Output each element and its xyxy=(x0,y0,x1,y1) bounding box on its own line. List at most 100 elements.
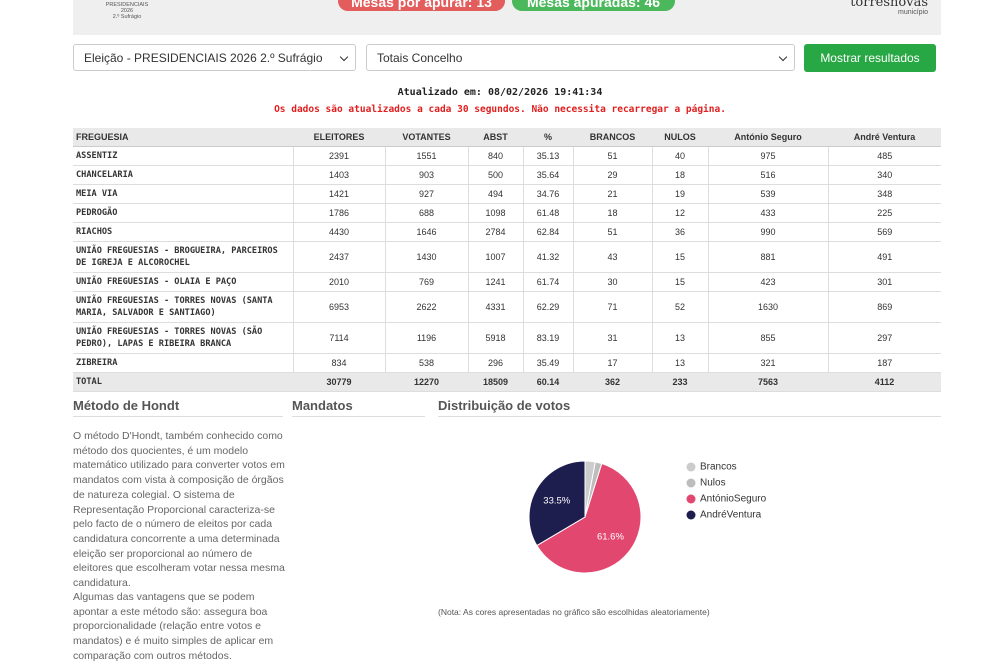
total-cell: 60.14 xyxy=(523,372,573,392)
table-row: CHANCELARIA 1403 903 500 35.64 29 18 516 340 xyxy=(73,165,941,185)
cell: 51 xyxy=(572,222,652,242)
pending-pill: Mesas por apurar: 13 xyxy=(338,0,505,11)
cell: 18 xyxy=(572,203,652,223)
mandates-title: Mandatos xyxy=(292,398,425,417)
refresh-notice: Os dados são atualizados a cada 30 segun… xyxy=(274,104,726,115)
cell: 516 xyxy=(707,165,828,185)
slice-label: 33.5% xyxy=(543,495,570,506)
column-header: FREGUESIA xyxy=(73,128,293,147)
cell: 7114 xyxy=(292,322,385,354)
parish-name: PEDROGÃO xyxy=(73,203,293,223)
cell: 5918 xyxy=(467,322,523,354)
cell: 17 xyxy=(572,353,652,373)
cell: 13 xyxy=(651,353,708,373)
parish-name: CHANCELARIA xyxy=(73,165,293,185)
cell: 2784 xyxy=(467,222,523,242)
cell: 29 xyxy=(572,165,652,185)
cell: 1551 xyxy=(384,146,468,166)
header-bar xyxy=(73,0,941,35)
cell: 40 xyxy=(651,146,708,166)
cell: 61.48 xyxy=(522,203,573,223)
cell: 43 xyxy=(572,241,652,273)
total-label: TOTAL xyxy=(73,372,293,392)
cell: 18 xyxy=(651,165,708,185)
total-cell: 4112 xyxy=(828,372,941,392)
cell: 1646 xyxy=(384,222,468,242)
chart-note: (Nota: As cores apresentadas no gráfico … xyxy=(438,607,710,617)
cell: 35.64 xyxy=(522,165,573,185)
cell: 187 xyxy=(827,353,941,373)
table-row: UNIÃO FREGUESIAS - BROGUEIRA, PARCEIROS … xyxy=(73,241,941,273)
parish-name: ZIBREIRA xyxy=(73,353,293,373)
parish-name: MEIA VIA xyxy=(73,184,293,204)
cell: 688 xyxy=(384,203,468,223)
logo-subtitle: 2.º Sufrágio xyxy=(112,14,142,20)
show-results-button[interactable]: Mostrar resultados xyxy=(804,44,936,72)
cell: 927 xyxy=(384,184,468,204)
cell: 881 xyxy=(707,241,828,273)
cell: 1786 xyxy=(292,203,385,223)
parish-name: UNIÃO FREGUESIAS - BROGUEIRA, PARCEIROS … xyxy=(73,241,293,273)
distribution-title: Distribuição de votos xyxy=(438,398,941,417)
cell: 539 xyxy=(707,184,828,204)
logo: PRESIDENCIAIS 2026 2.º Sufrágio xyxy=(100,2,154,20)
cell: 348 xyxy=(827,184,941,204)
cell: 1630 xyxy=(707,291,828,323)
column-header: VOTANTES xyxy=(385,128,468,147)
cell: 321 xyxy=(707,353,828,373)
cell: 2391 xyxy=(292,146,385,166)
cell: 769 xyxy=(384,272,468,292)
hondt-paragraph: O método D'Hondt, também conhecido como … xyxy=(73,430,285,590)
cell: 869 xyxy=(827,291,941,323)
table-body: ASSENTIZ 2391 1551 840 35.13 51 40 975 485 CHANCE… xyxy=(73,146,941,392)
cell: 1403 xyxy=(292,165,385,185)
cell: 2437 xyxy=(292,241,385,273)
legend-swatch xyxy=(686,462,696,472)
total-cell: 30779 xyxy=(293,372,385,392)
cell: 34.76 xyxy=(522,184,573,204)
table-row: UNIÃO FREGUESIAS - OLAIA E PAÇO 2010 769 12… xyxy=(73,272,941,292)
counted-pill: Mesas apuradas: 46 xyxy=(512,0,675,11)
cell: 15 xyxy=(651,272,708,292)
parish-name: RIACHOS xyxy=(73,222,293,242)
parish-name: UNIÃO FREGUESIAS - TORRES NOVAS (SÃO PED… xyxy=(73,322,293,354)
cell: 15 xyxy=(651,241,708,273)
cell: 1241 xyxy=(467,272,523,292)
cell: 21 xyxy=(572,184,652,204)
pie-slice xyxy=(536,462,642,574)
parish-name: UNIÃO FREGUESIAS - OLAIA E PAÇO xyxy=(73,272,293,292)
table-row: PEDROGÃO 1786 688 1098 61.48 18 12 433 225 xyxy=(73,203,941,223)
cell: 12 xyxy=(651,203,708,223)
column-header: BRANCOS xyxy=(573,128,652,147)
hondt-title: Método de Hondt xyxy=(73,398,283,417)
cell: 569 xyxy=(827,222,941,242)
election-select[interactable]: Eleição - PRESIDENCIAIS 2026 2.º Sufrági… xyxy=(73,44,356,71)
header-row: FREGUESIA ELEITORES VOTANTES ABST% BRANCOS NU… xyxy=(73,128,941,147)
cell: 1421 xyxy=(292,184,385,204)
column-header: António Seguro xyxy=(708,128,828,147)
total-cell: 362 xyxy=(573,372,652,392)
column-header: NULOS xyxy=(652,128,708,147)
table-row: ASSENTIZ 2391 1551 840 35.13 51 40 975 485 xyxy=(73,146,941,166)
cell: 41.32 xyxy=(522,241,573,273)
scope-select[interactable]: Totais Concelho xyxy=(366,44,795,71)
cell: 296 xyxy=(467,353,523,373)
total-cell: 7563 xyxy=(708,372,828,392)
cell: 538 xyxy=(384,353,468,373)
table-row: RIACHOS 4430 1646 2784 62.84 51 36 990 569 xyxy=(73,222,941,242)
cell: 35.13 xyxy=(522,146,573,166)
cell: 855 xyxy=(707,322,828,354)
legend-label: AntónioSeguro xyxy=(700,494,767,505)
parish-name: UNIÃO FREGUESIAS - TORRES NOVAS (SANTA M… xyxy=(73,291,293,323)
cell: 491 xyxy=(827,241,941,273)
cell: 71 xyxy=(572,291,652,323)
column-header: ELEITORES xyxy=(293,128,385,147)
logo-title: PRESIDENCIAIS 2026 xyxy=(105,2,149,14)
cell: 4331 xyxy=(467,291,523,323)
total-row: TOTAL 30779 12270 18509 60.14 362 233 7563 4112 xyxy=(73,372,941,392)
results-table: FREGUESIA ELEITORES VOTANTES ABST% BRANCOS NU… xyxy=(73,128,941,392)
cell: 1098 xyxy=(467,203,523,223)
cell: 1196 xyxy=(384,322,468,354)
legend-swatch xyxy=(686,510,696,520)
